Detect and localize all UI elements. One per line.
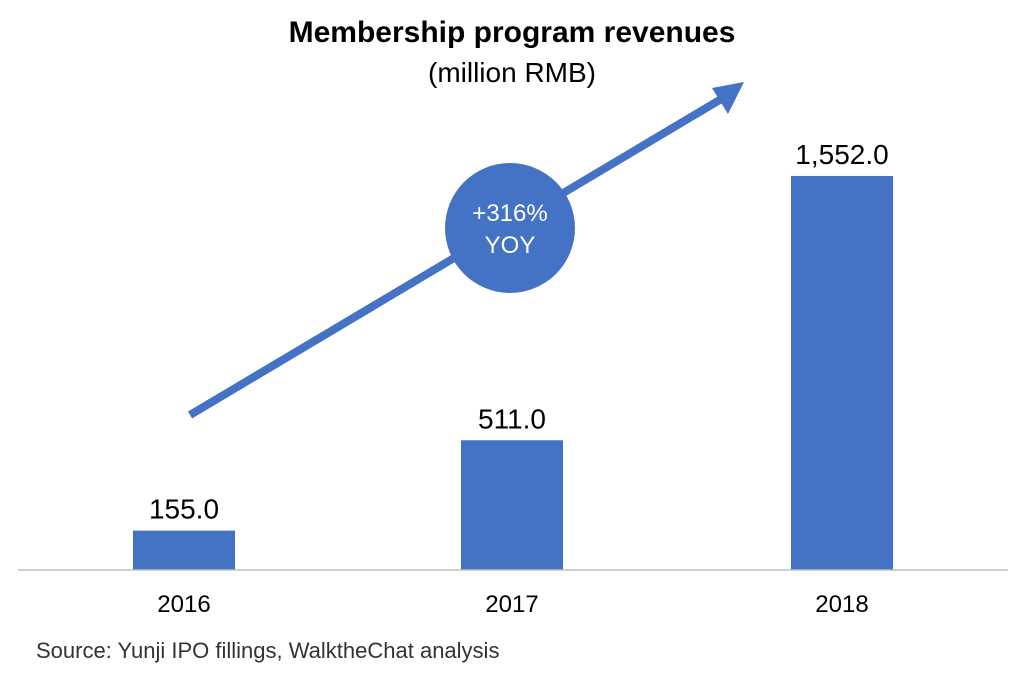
x-tick-label-2016: 2016: [157, 591, 210, 618]
growth-badge-yoy: YOY: [485, 232, 536, 259]
chart-subtitle: (million RMB): [428, 57, 596, 88]
growth-badge-circle: [445, 163, 575, 293]
x-tick-label-2017: 2017: [485, 591, 538, 618]
growth-badge-percent: +316%: [472, 200, 547, 227]
data-label-2016: 155.0: [149, 494, 219, 525]
data-label-2018: 1,552.0: [795, 139, 888, 170]
growth-badge: +316% YOY: [445, 163, 575, 293]
bars-group: 155.0 2016 511.0 2017 1,552.0 2018: [133, 139, 893, 618]
bar-2017: [461, 440, 563, 570]
chart-title: Membership program revenues: [289, 16, 736, 49]
x-tick-label-2018: 2018: [815, 591, 868, 618]
source-note: Source: Yunji IPO fillings, WalktheChat …: [36, 638, 499, 663]
data-label-2017: 511.0: [478, 403, 546, 434]
trend-arrow-head: [712, 82, 744, 114]
bar-2018: [791, 175, 893, 570]
bar-2016: [133, 530, 235, 570]
